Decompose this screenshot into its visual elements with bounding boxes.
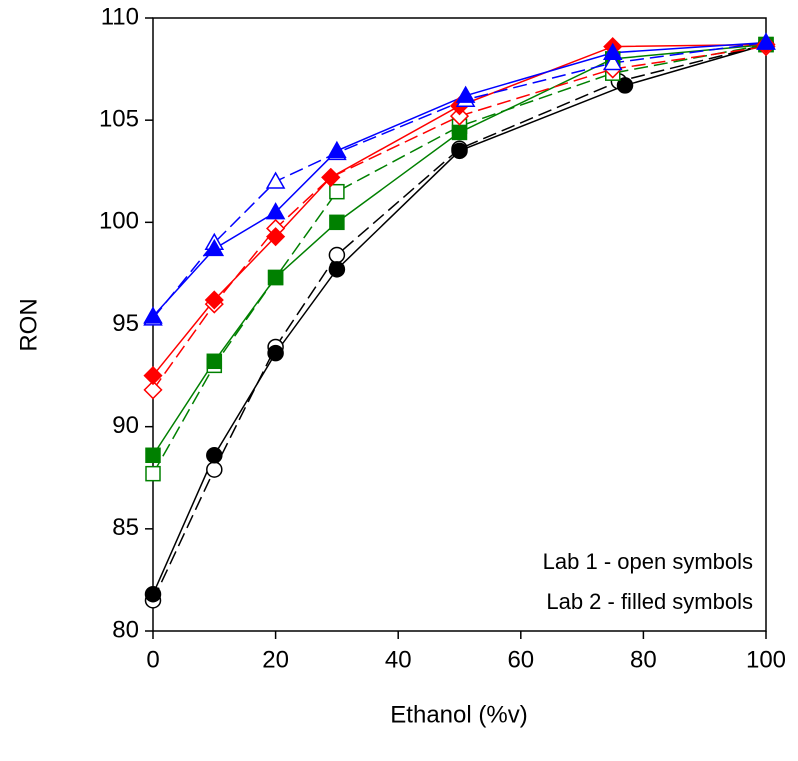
- point: [204, 238, 225, 257]
- point: [602, 52, 623, 71]
- point: [145, 465, 161, 482]
- point: [455, 85, 476, 103]
- point: [321, 167, 341, 187]
- point: [267, 344, 284, 362]
- point: [329, 214, 345, 231]
- point: [616, 77, 634, 94]
- series-line: [152, 43, 767, 377]
- point: [267, 269, 284, 286]
- point: [329, 183, 345, 200]
- series-line: [152, 41, 767, 319]
- point: [451, 142, 468, 160]
- point: [265, 202, 286, 220]
- x-tick-label: 20: [262, 646, 289, 673]
- x-tick-label: 80: [630, 646, 657, 673]
- y-tick-label: 100: [99, 208, 139, 235]
- x-tick-label: 100: [746, 646, 786, 673]
- annotation: Lab 2 - filled symbols: [546, 589, 753, 614]
- point: [451, 124, 468, 141]
- point: [144, 585, 162, 603]
- x-tick-label: 40: [385, 646, 412, 673]
- y-tick-label: 80: [112, 616, 139, 643]
- point: [265, 171, 286, 189]
- point: [145, 447, 161, 464]
- point: [449, 106, 470, 126]
- x-axis-title: Ethanol (%v): [390, 701, 527, 728]
- series-line: [152, 41, 767, 317]
- y-tick-label: 90: [112, 412, 139, 439]
- x-tick-label: 0: [146, 646, 159, 673]
- point: [206, 461, 223, 478]
- point: [327, 140, 347, 159]
- point: [328, 261, 346, 278]
- point: [143, 380, 163, 400]
- y-tick-label: 110: [101, 3, 139, 30]
- point: [756, 32, 776, 50]
- y-tick-label: 95: [112, 310, 139, 337]
- annotation: Lab 1 - open symbols: [543, 549, 753, 574]
- point: [206, 353, 223, 370]
- point: [266, 227, 286, 247]
- point: [206, 447, 223, 464]
- x-tick-label: 60: [507, 646, 534, 673]
- point: [328, 246, 346, 264]
- point: [143, 366, 163, 386]
- y-axis-title: RON: [15, 298, 42, 351]
- point: [602, 42, 623, 60]
- y-tick-label: 85: [112, 514, 139, 541]
- y-tick-label: 105: [99, 106, 139, 133]
- point: [143, 306, 163, 324]
- point: [204, 290, 224, 310]
